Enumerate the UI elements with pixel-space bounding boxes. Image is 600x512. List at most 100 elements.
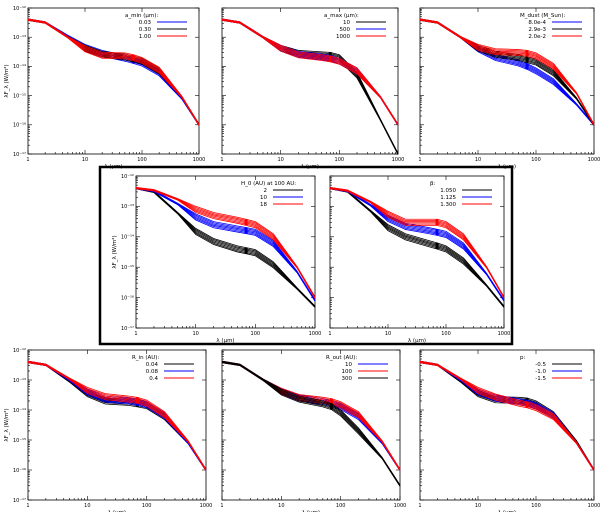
- x-tick-label: 100: [441, 331, 451, 337]
- legend-entry-label: 2.9e-3: [528, 27, 546, 33]
- y-tick-label: 10⁻¹⁵: [13, 93, 26, 99]
- plot-frame: [27, 349, 207, 501]
- data-point-marker: [525, 56, 529, 63]
- series-line: [221, 360, 401, 486]
- panel-p4: 1 10 100 1000 10⁻¹⁷ 10⁻¹⁶ 10⁻¹⁵ 10⁻¹⁴ 10⁻¹³ 10⁻¹²…: [111, 174, 321, 344]
- series-line: [221, 18, 399, 125]
- series-line: [135, 186, 316, 298]
- legend-entry-label: 10: [345, 362, 352, 368]
- highlight-box: [98, 165, 514, 346]
- legend-entry-label: 1000: [336, 34, 350, 40]
- legend: a_min (μm):0.030.301.00: [125, 13, 187, 40]
- series-line: [135, 186, 316, 307]
- y-tick-label: 10⁻¹⁵: [13, 438, 26, 444]
- curves: [135, 186, 316, 308]
- x-tick-label: 1000: [394, 503, 407, 509]
- legend-entry-label: -0.5: [535, 362, 546, 368]
- series-line: [27, 360, 207, 470]
- data-point-marker: [525, 50, 529, 57]
- curves: [27, 360, 207, 471]
- plot-frame: [135, 175, 316, 329]
- legend-entry-label: 1.00: [139, 34, 152, 40]
- x-tick-label: 10: [475, 157, 481, 163]
- x-axis-label: λ (μm): [302, 510, 320, 512]
- legend-entry-label: 0.04: [146, 362, 159, 368]
- data-point-marker: [435, 229, 439, 236]
- y-axis-label: λF_λ (W/m²): [111, 235, 118, 268]
- y-tick-label: 10⁻¹⁷: [121, 326, 134, 332]
- x-tick-label: 1000: [588, 503, 600, 509]
- y-tick-label: 10⁻¹⁶: [13, 123, 26, 129]
- x-tick-label: 10: [278, 503, 284, 509]
- x-tick-label: 1000: [309, 331, 322, 337]
- x-tick-label: 1: [418, 503, 421, 509]
- x-tick-label: 10: [385, 331, 391, 337]
- legend: R_in (AU):0.040.080.4: [132, 355, 194, 382]
- y-axis-label: λF_λ (W/m²): [3, 408, 10, 441]
- legend-title: M_dust (M_Sun):: [520, 13, 565, 19]
- x-tick-label: 10: [84, 503, 90, 509]
- legend-title: R_out (AU):: [326, 355, 357, 361]
- x-tick-label: 1: [134, 331, 137, 337]
- x-tick-label: 1: [328, 331, 331, 337]
- legend-entry-label: 300: [342, 376, 353, 382]
- panel-p8: 1 10 100 1000 λ (μm) p: -0.5-1.0-1.5: [418, 349, 600, 512]
- data-point-marker: [135, 397, 139, 404]
- x-axis-label: λ (μm): [108, 510, 126, 512]
- legend-entry-label: 1.125: [440, 195, 456, 201]
- y-tick-label: 10⁻¹³: [13, 378, 26, 384]
- legend-title: p:: [520, 355, 525, 361]
- y-tick-label: 10⁻¹⁶: [121, 295, 134, 301]
- legend-entry-label: 0.4: [149, 376, 158, 382]
- x-tick-label: 1000: [588, 157, 600, 163]
- x-tick-label: 1: [220, 503, 223, 509]
- y-tick-label: 10⁻¹⁷: [13, 152, 26, 158]
- panel-p6: 1 10 100 1000 10⁻¹⁷ 10⁻¹⁶ 10⁻¹⁵ 10⁻¹⁴ 10⁻¹³ 10⁻¹²…: [3, 348, 212, 512]
- plot-frame: [27, 7, 200, 155]
- legend: p: -0.5-1.0-1.5: [520, 355, 582, 382]
- y-tick-label: 10⁻¹⁴: [13, 64, 26, 70]
- legend-entry-label: 10: [260, 195, 267, 201]
- legend-entry-label: 0.03: [139, 20, 152, 26]
- y-tick-label: 10⁻¹²: [13, 6, 26, 12]
- x-tick-label: 10: [277, 157, 283, 163]
- panels-group: 1 10 100 1000 10⁻¹⁷ 10⁻¹⁶ 10⁻¹⁵ 10⁻¹⁴ 10⁻¹³ 10⁻¹²…: [3, 6, 600, 512]
- data-point-marker: [244, 219, 248, 226]
- x-tick-label: 100: [251, 331, 261, 337]
- curves: [221, 360, 401, 487]
- series-line: [135, 186, 316, 301]
- x-axis-label: λ (μm): [301, 164, 319, 170]
- legend-entry-label: 0.08: [146, 369, 159, 375]
- x-tick-label: 1: [220, 157, 223, 163]
- series-line: [329, 186, 505, 298]
- curves: [329, 186, 505, 308]
- panel-p1: 1 10 100 1000 10⁻¹⁷ 10⁻¹⁶ 10⁻¹⁵ 10⁻¹⁴ 10⁻¹³ 10⁻¹²…: [3, 6, 205, 170]
- data-point-marker: [329, 398, 333, 405]
- legend-title: a_max (μm):: [324, 13, 359, 19]
- curves: [419, 360, 595, 471]
- data-point-marker: [131, 54, 135, 61]
- x-tick-label: 1000: [392, 157, 405, 163]
- curves: [27, 18, 200, 126]
- legend-entry-label: 8.0e-4: [528, 20, 546, 26]
- series-line: [419, 18, 595, 125]
- panel-p3: 1 10 100 1000 λ (μm) M_dust (M_Sun):8.0e-42.9…: [418, 7, 600, 170]
- x-axis-label: λ (μm): [408, 338, 426, 344]
- x-tick-label: 10: [475, 503, 481, 509]
- data-point-marker: [244, 227, 248, 234]
- x-tick-label: 1: [26, 157, 29, 163]
- data-point-marker: [244, 247, 248, 254]
- curves: [221, 18, 399, 155]
- x-tick-label: 100: [531, 157, 541, 163]
- y-tick-label: 10⁻¹⁷: [13, 498, 26, 504]
- x-tick-label: 100: [137, 157, 147, 163]
- legend-title: R_in (AU):: [132, 355, 159, 361]
- data-point-marker: [525, 63, 529, 70]
- legend-entry-label: 2: [264, 188, 268, 194]
- x-tick-label: 10: [192, 331, 198, 337]
- series-line: [329, 186, 505, 307]
